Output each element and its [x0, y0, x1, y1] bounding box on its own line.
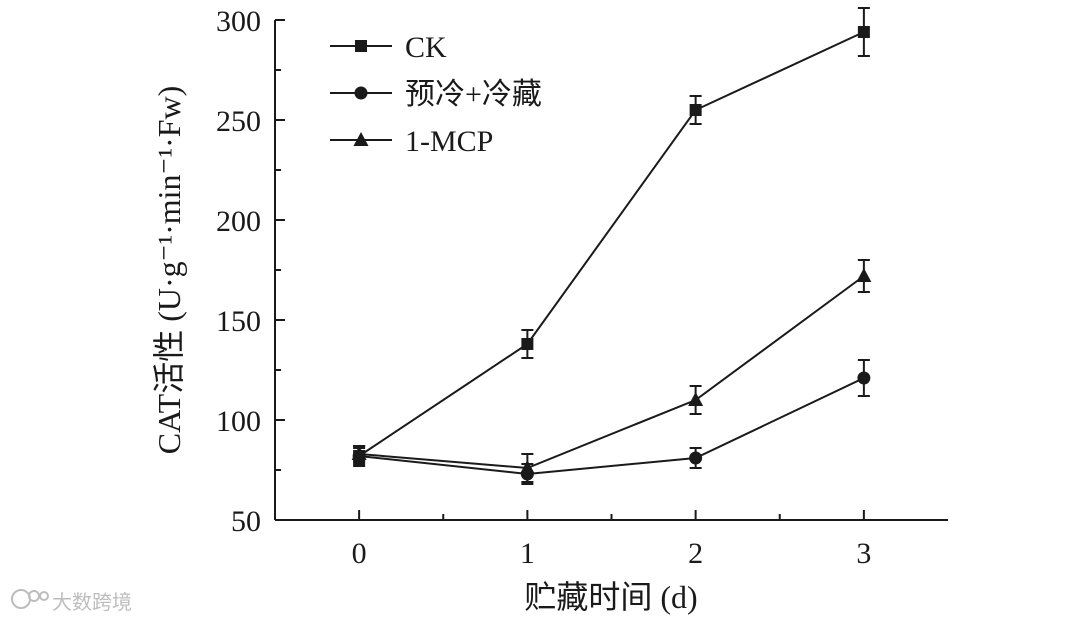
watermark: 大数跨境 [11, 589, 132, 614]
y-tick-label: 250 [216, 105, 261, 138]
axes: 50 100 150 200 250 300 0 1 2 3 [216, 5, 948, 570]
data-point [857, 371, 871, 385]
legend-marker [355, 40, 367, 52]
y-tick-label: 100 [216, 405, 261, 438]
y-tick-label: 150 [216, 305, 261, 338]
legend-entry-1: 预冷+冷藏 [330, 78, 542, 111]
legend-label: 预冷+冷藏 [405, 78, 542, 111]
series-line [359, 377, 865, 476]
data-point [351, 446, 367, 460]
legend-marker [354, 86, 368, 100]
x-tick-label: 2 [688, 537, 703, 570]
x-tick-label: 0 [352, 537, 367, 570]
series-2 [351, 259, 872, 483]
y-axis-title: CAT活性 (U·g⁻¹·min⁻¹·Fw) [151, 86, 187, 455]
legend-label: 1-MCP [405, 125, 493, 158]
legend-label: CK [405, 31, 447, 64]
series-1 [352, 359, 871, 485]
series-0 [353, 7, 870, 467]
legend-entry-0: CK [330, 31, 447, 64]
y-tick-label: 300 [216, 5, 261, 38]
data-point [689, 104, 702, 116]
data-point [856, 268, 872, 282]
series-line [358, 31, 865, 457]
series-line [359, 275, 865, 470]
x-tick-label: 3 [856, 537, 871, 570]
watermark-text: 大数跨境 [52, 590, 132, 614]
data-point [688, 392, 704, 406]
y-tick-label: 50 [231, 505, 261, 538]
legend-entry-2: 1-MCP [330, 125, 493, 158]
legend: CK 预冷+冷藏 1-MCP [330, 31, 542, 158]
data-point [521, 338, 534, 350]
series-layer [351, 7, 872, 485]
data-point [689, 451, 703, 465]
y-tick-label: 200 [216, 205, 261, 238]
x-axis-title: 贮藏时间 (d) [524, 579, 697, 615]
x-tick-label: 1 [520, 537, 535, 570]
data-point [857, 26, 870, 38]
brand-logo-icon [11, 589, 49, 609]
data-point [519, 460, 535, 474]
legend-marker [353, 132, 369, 146]
